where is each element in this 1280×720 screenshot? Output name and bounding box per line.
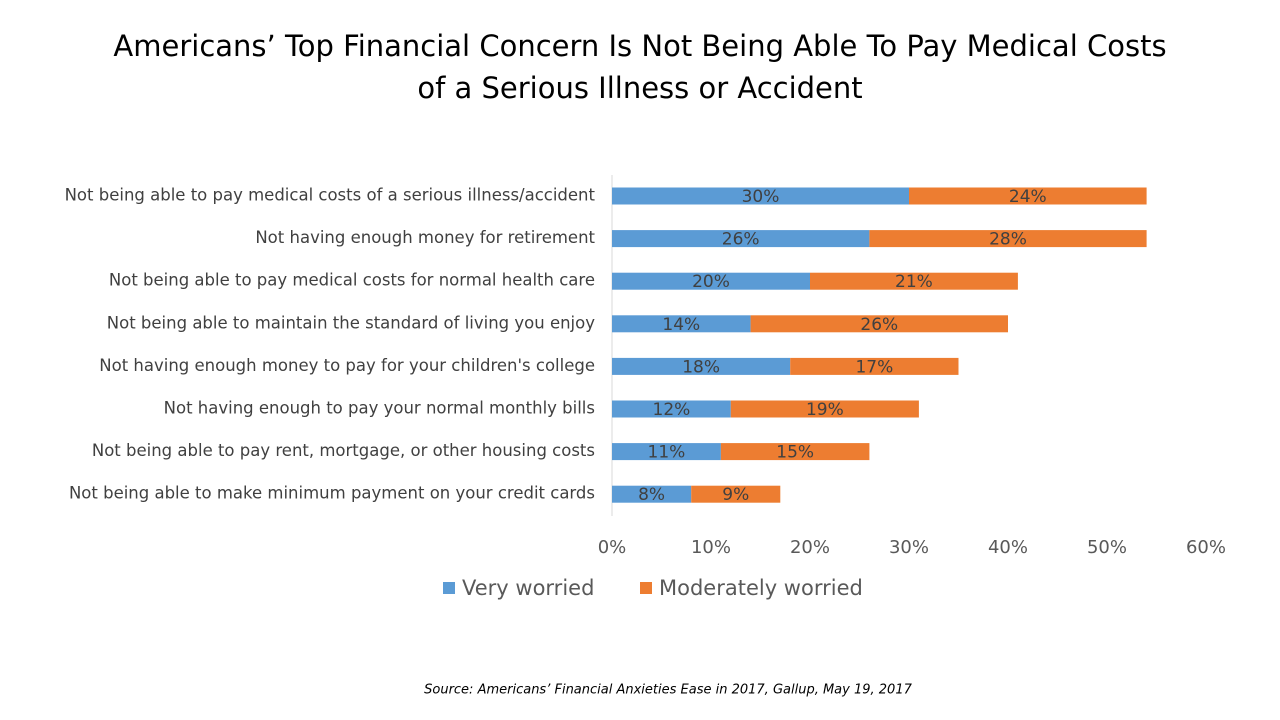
x-tick-label: 30% [889,537,929,558]
data-label: 11% [648,443,686,463]
bar-segment [869,230,1147,248]
x-tick-label: 40% [988,537,1028,558]
legend-swatch [443,582,455,594]
y-tick-label: Not being able to pay medical costs of a… [65,186,596,205]
x-tick-label: 60% [1186,537,1226,558]
bar-segment [612,485,692,503]
legend-swatch [640,582,652,594]
legend-label: Moderately worried [659,576,863,600]
y-tick-label: Not being able to pay medical costs for … [109,271,595,290]
chart-title: of a Serious Illness or Accident [417,71,862,105]
data-label: 17% [855,357,893,377]
data-label: 28% [989,230,1027,250]
bar-segment [909,187,1147,205]
bar-segment [612,272,810,290]
x-tick-label: 50% [1087,537,1127,558]
data-label: 21% [895,272,933,292]
y-tick-label: Not having enough money for retirement [255,228,595,247]
bar-segment [720,443,870,461]
bar-segment [612,187,909,205]
data-label: 19% [806,400,844,420]
bar-segment [750,315,1008,333]
bar-segment [691,485,781,503]
data-label: 24% [1009,187,1047,207]
bar-segment [790,357,959,375]
data-label: 15% [776,443,814,463]
y-tick-label: Not being able to make minimum payment o… [69,484,595,503]
y-tick-label: Not being able to maintain the standard … [107,313,595,332]
bar-segment [612,315,751,333]
bar-segment [612,443,721,461]
data-label: 12% [653,400,691,420]
data-label: 26% [860,315,898,335]
bar-segment [612,357,791,375]
source: Source: Americans’ Financial Anxieties E… [424,683,912,698]
y-tick-label: Not having enough money to pay for your … [99,356,595,375]
x-tick-label: 10% [691,537,731,558]
chart-title: Americans’ Top Financial Concern Is Not … [113,29,1166,63]
data-label: 30% [742,187,780,207]
x-tick-label: 0% [598,537,627,558]
data-label: 20% [692,272,730,292]
data-label: 9% [722,485,749,505]
legend-label: Very worried [462,576,594,600]
data-label: 26% [722,230,760,250]
bar-segment [730,400,919,418]
y-tick-label: Not having enough to pay your normal mon… [164,399,595,418]
bar-segment [612,230,870,248]
data-label: 8% [638,485,665,505]
data-label: 14% [662,315,700,335]
data-label: 18% [682,357,720,377]
bar-segment [810,272,1018,290]
x-tick-label: 20% [790,537,830,558]
bar-segment [612,400,731,418]
y-tick-label: Not being able to pay rent, mortgage, or… [92,441,595,460]
